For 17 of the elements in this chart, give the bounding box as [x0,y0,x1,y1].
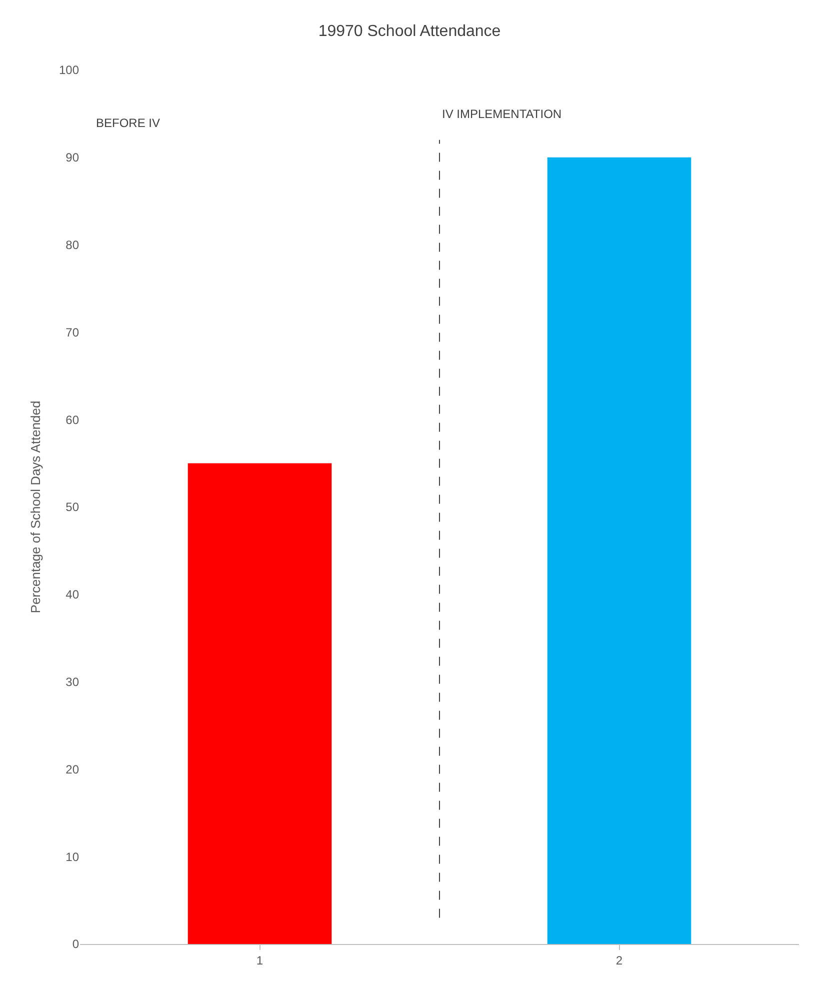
y-axis-title: Percentage of School Days Attended [28,400,43,614]
y-tick-label: 70 [66,325,80,340]
y-tick-label: 80 [66,238,80,252]
y-tick-label: 60 [66,412,80,427]
y-tick-label: 90 [66,150,80,165]
y-tick-label: 0 [72,937,80,952]
y-tick-label: 50 [66,500,80,514]
annotation: BEFORE IV [96,116,160,130]
x-tick-label: 2 [616,953,623,968]
y-tick-label: 10 [66,850,80,864]
y-tick-label: 30 [66,675,80,689]
x-tick-label: 1 [256,953,264,968]
y-tick-label: 40 [66,588,80,602]
y-tick-label: 100 [58,63,80,78]
ref-line-label: IV IMPLEMENTATION [442,107,562,121]
chart-title: 19970 School Attendance [318,23,501,40]
y-tick-label: 20 [66,762,80,776]
